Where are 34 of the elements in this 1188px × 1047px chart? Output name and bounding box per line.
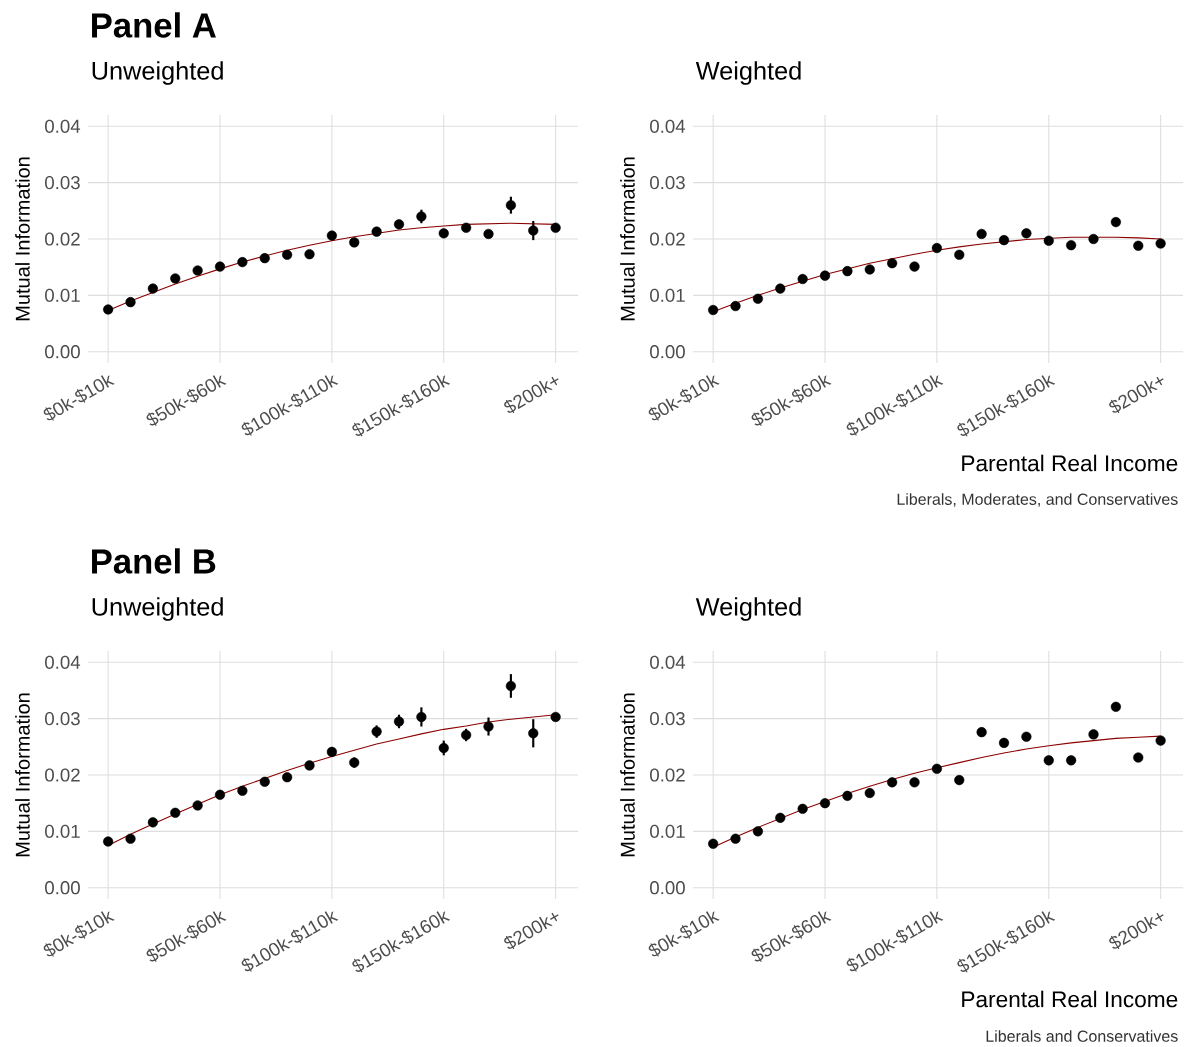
chart-subtitle: Weighted (695, 61, 801, 85)
text: Liberals and Conservatives (986, 1030, 1178, 1042)
y-tick-label: 0.04 (650, 119, 686, 133)
chart-subtitle: Unweighted (92, 597, 223, 621)
y-axis-title: Mutual Information (15, 157, 30, 321)
y-tick-label: 0.04 (45, 655, 81, 669)
y-tick-label: 0.04 (45, 119, 81, 133)
y-tick-label: 0.01 (650, 288, 685, 302)
y-tick-label: 0.03 (45, 176, 80, 190)
y-axis-title: Mutual Information (620, 157, 635, 321)
y-axis-title: Mutual Information (15, 693, 30, 857)
x-axis-title: Parental Real Income (962, 454, 1178, 472)
chart-subtitle: Unweighted (92, 61, 223, 85)
y-tick-label: 0.02 (45, 768, 80, 782)
y-tick-label: 0.00 (650, 345, 685, 359)
y-tick-label: 0.03 (45, 712, 80, 726)
y-tick-label: 0.03 (650, 176, 685, 190)
y-tick-label: 0.04 (650, 655, 686, 669)
y-tick-label: 0.02 (650, 232, 685, 246)
y-axis-title: Mutual Information (620, 693, 635, 857)
y-tick-label: 0.01 (650, 824, 685, 838)
y-tick-label: 0.00 (650, 881, 685, 895)
y-tick-label: 0.01 (45, 288, 80, 302)
y-tick-label: 0.02 (45, 232, 80, 246)
chart-title: Panel B (92, 548, 216, 574)
chart-subtitle: Weighted (695, 597, 801, 621)
x-axis-title: Parental Real Income (962, 990, 1178, 1008)
y-tick-label: 0.00 (45, 345, 80, 359)
y-tick-label: 0.02 (650, 768, 685, 782)
text: Liberals, Moderates, and Conservatives (897, 493, 1178, 507)
y-tick-label: 0.01 (45, 824, 80, 838)
chart-title: Panel A (92, 12, 216, 38)
y-tick-label: 0.00 (45, 881, 80, 895)
y-tick-label: 0.03 (650, 712, 685, 726)
